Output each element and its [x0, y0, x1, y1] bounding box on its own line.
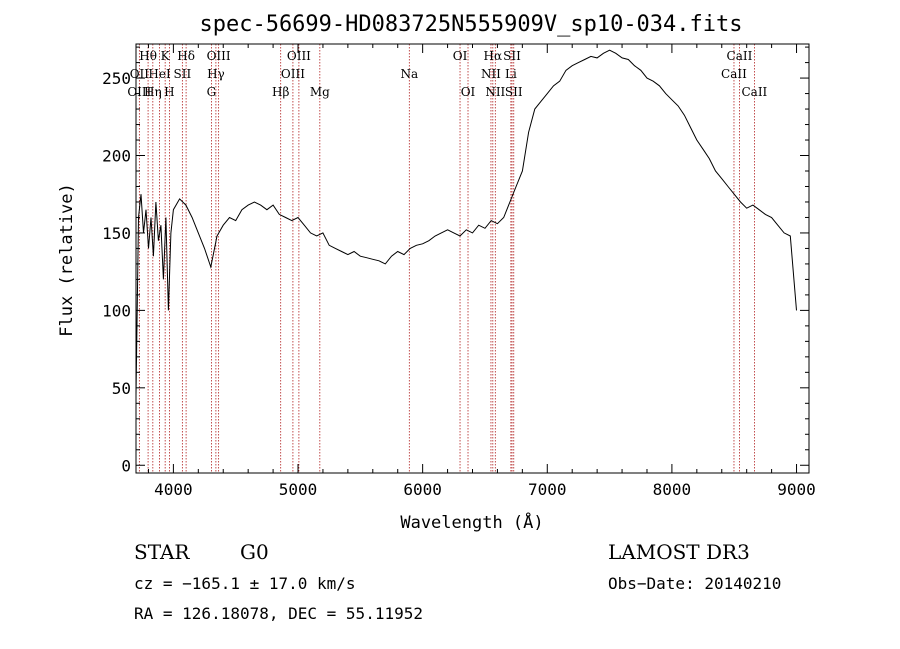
chart-title: spec-56699-HD083725N555909V_sp10-034.fit… [199, 12, 742, 37]
x-tick-label: 9000 [777, 480, 816, 499]
spectral-line-label: OI [461, 85, 476, 99]
spectral-line-label: NII [485, 85, 505, 99]
flux-series-line [135, 49, 797, 396]
x-tick-label: 8000 [653, 480, 692, 499]
obs-date: Obs−Date: 20140210 [608, 574, 781, 593]
spectral-line-label: Hδ [177, 49, 195, 63]
y-tick-label: 250 [102, 69, 131, 88]
plot-frame [135, 43, 810, 474]
x-tick-label: 7000 [528, 480, 567, 499]
x-axis-label: Wavelength (Å) [400, 511, 543, 533]
spectral-line-label: OI [453, 49, 468, 63]
spectral-line-label: OIII [281, 67, 305, 81]
spectral-line-label: Hγ [207, 67, 225, 81]
y-tick-label: 50 [112, 379, 131, 398]
redshift-cz: cz = −165.1 ± 17.0 km/s [134, 574, 356, 593]
y-tick-label: 100 [102, 301, 131, 320]
x-tick-label: 4000 [154, 480, 193, 499]
subclass: G0 [240, 540, 269, 564]
spectral-line-label: H [164, 85, 174, 99]
spectral-line-label: CaII [741, 85, 767, 99]
x-axis-ticks: 4000 5000 6000 7000 8000 9000 [147, 44, 816, 499]
y-axis-ticks: 0 50 100 150 200 250 [102, 46, 809, 475]
spectral-line-label: Na [400, 67, 418, 81]
y-tick-label: 200 [102, 147, 131, 166]
spectral-line-label: HeI [148, 67, 171, 81]
ra-dec: RA = 126.18078, DEC = 55.11952 [134, 604, 423, 623]
y-axis-label: Flux (relative) [57, 183, 77, 337]
x-tick-label: 6000 [403, 480, 442, 499]
object-class: STAR [134, 540, 190, 564]
spectral-line-label: NII [481, 67, 501, 81]
spectral-line-label: Li [505, 67, 517, 81]
spectral-line-label: OIII [127, 85, 151, 99]
x-tick-label: 5000 [279, 480, 318, 499]
spectral-line-label: CaII [727, 49, 753, 63]
y-tick-label: 0 [121, 456, 131, 475]
spectral-line-label: SII [174, 67, 192, 81]
survey-name: LAMOST DR3 [608, 540, 750, 564]
spectral-line-label: G [207, 85, 217, 99]
spectral-line-markers [138, 44, 755, 473]
spectral-line-label: SII [505, 85, 523, 99]
spectral-line-label: Hα [484, 49, 503, 63]
spectral-line-label: K [161, 49, 171, 63]
spectral-line-label: OIII [287, 49, 311, 63]
spectral-line-label: Hθ [139, 49, 157, 63]
spectral-line-label: SII [503, 49, 521, 63]
spectral-line-label: Mg [310, 85, 330, 99]
y-tick-label: 150 [102, 224, 131, 243]
spectral-line-label: CaII [721, 67, 747, 81]
spectral-line-label: Hη [144, 85, 162, 99]
spectral-line-label: OII [130, 67, 150, 81]
spectral-line-label: Hβ [272, 85, 289, 99]
spectral-line-label: OIII [207, 49, 231, 63]
